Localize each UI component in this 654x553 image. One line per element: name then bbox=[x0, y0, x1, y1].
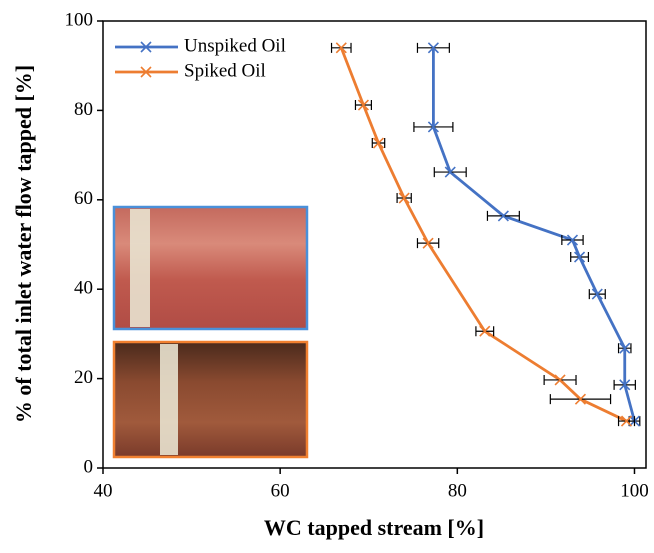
marker bbox=[574, 393, 587, 405]
x-tick-label: 100 bbox=[620, 480, 649, 501]
marker bbox=[422, 237, 434, 249]
y-tick-label: 60 bbox=[74, 188, 93, 209]
legend-marker bbox=[140, 41, 152, 53]
marker bbox=[398, 192, 410, 204]
x-tick-label: 40 bbox=[94, 480, 113, 501]
legend-label: Spiked Oil bbox=[184, 60, 266, 81]
y-tick-label: 80 bbox=[74, 99, 93, 120]
marker bbox=[357, 99, 369, 111]
marker bbox=[566, 234, 579, 246]
ruler bbox=[130, 209, 150, 327]
legend-label: Unspiked Oil bbox=[184, 35, 286, 56]
inset-photos bbox=[112, 205, 309, 459]
ruler bbox=[160, 344, 178, 455]
marker bbox=[619, 342, 631, 354]
photo-spiked bbox=[112, 340, 309, 459]
x-tick-label: 60 bbox=[271, 480, 290, 501]
marker bbox=[620, 415, 633, 427]
marker bbox=[479, 325, 491, 337]
y-tick-label: 40 bbox=[74, 278, 93, 299]
marker bbox=[427, 121, 439, 133]
series-line bbox=[432, 47, 636, 422]
y-tick-label: 100 bbox=[65, 9, 94, 30]
y-tick-label: 0 bbox=[84, 456, 94, 477]
marker bbox=[573, 251, 586, 263]
y-axis-title: % of total inlet water flow tapped [%] bbox=[11, 65, 36, 423]
x-axis-title: WC tapped stream [%] bbox=[264, 515, 484, 540]
marker bbox=[444, 166, 456, 178]
marker bbox=[335, 42, 347, 54]
x-tick-label: 80 bbox=[448, 480, 467, 501]
marker bbox=[427, 42, 439, 54]
plot-frame bbox=[102, 20, 647, 469]
series-line bbox=[339, 47, 628, 423]
marker bbox=[619, 379, 631, 391]
legend-marker bbox=[140, 66, 152, 78]
marker bbox=[372, 137, 385, 149]
marker bbox=[497, 210, 509, 222]
marker bbox=[554, 374, 566, 386]
marker bbox=[591, 288, 603, 300]
y-tick-label: 20 bbox=[74, 367, 93, 388]
